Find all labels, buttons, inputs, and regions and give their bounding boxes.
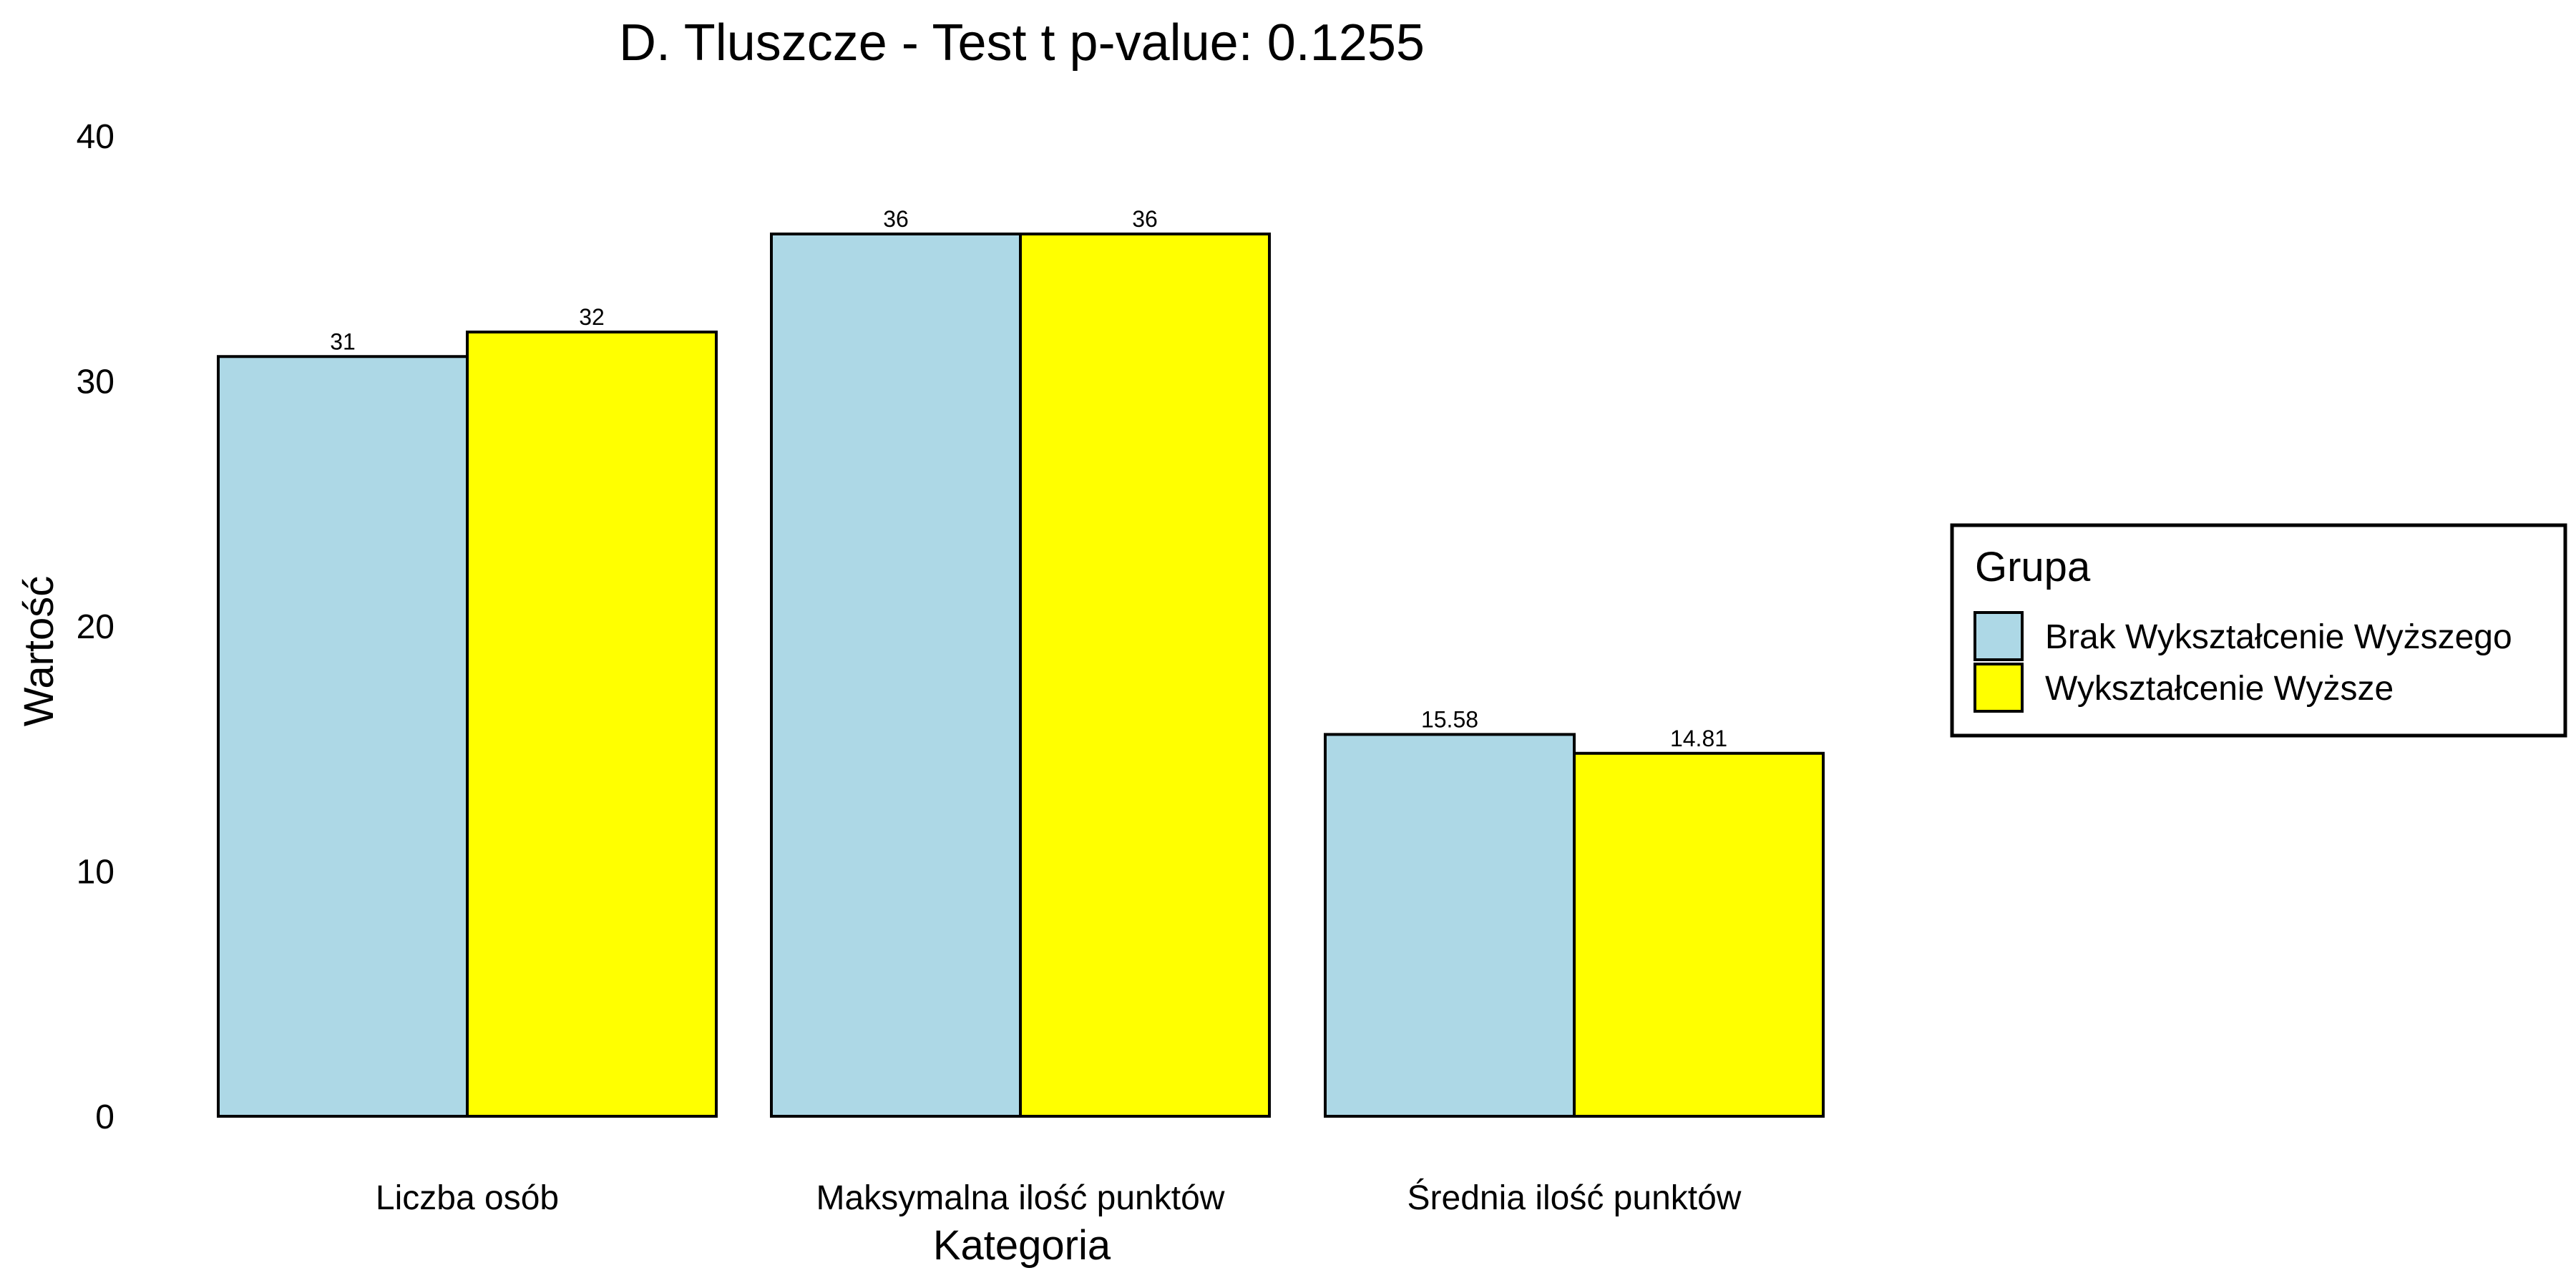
bar-value-label: 31 <box>330 328 356 354</box>
y-tick-label: 30 <box>77 364 114 401</box>
legend-label: Brak Wykształcenie Wyższego <box>2045 618 2512 656</box>
y-tick-label: 10 <box>77 854 114 892</box>
chart-title: D. Tluszcze - Test t p-value: 0.1255 <box>619 14 1425 72</box>
x-axis-title: Kategoria <box>933 1222 1111 1269</box>
legend-label: Wykształcenie Wyższe <box>2045 670 2394 708</box>
bar-value-label: 36 <box>883 206 909 232</box>
bar <box>1324 733 1576 1118</box>
y-tick-label: 20 <box>77 608 114 646</box>
bar <box>217 355 469 1118</box>
legend: Grupa Brak Wykształcenie Wyższego Wykszta… <box>1950 523 2567 738</box>
x-tick-label: Maksymalna ilość punktów <box>816 1179 1225 1217</box>
bar-value-label: 36 <box>1132 206 1158 232</box>
bar <box>770 233 1022 1118</box>
bar <box>1019 233 1271 1118</box>
bar <box>1573 751 1825 1118</box>
legend-box <box>1950 523 2567 738</box>
plot-area: 0 10 20 30 40 31 32 Liczba osób 36 36 Maksymalna i… <box>77 118 1825 1217</box>
y-tick-label: 40 <box>77 118 114 156</box>
legend-key <box>1974 611 2024 661</box>
legend-key <box>1974 663 2024 713</box>
y-tick-label: 0 <box>95 1098 114 1136</box>
x-tick-label: Średnia ilość punktów <box>1407 1178 1742 1217</box>
bar-value-label: 32 <box>579 304 605 330</box>
bar-value-label: 14.81 <box>1670 726 1727 751</box>
bar <box>466 331 718 1118</box>
y-axis-title: Wartość <box>16 576 62 727</box>
x-tick-label: Liczba osób <box>376 1179 559 1217</box>
bar-value-label: 15.58 <box>1421 706 1478 732</box>
legend-title: Grupa <box>1975 544 2091 590</box>
